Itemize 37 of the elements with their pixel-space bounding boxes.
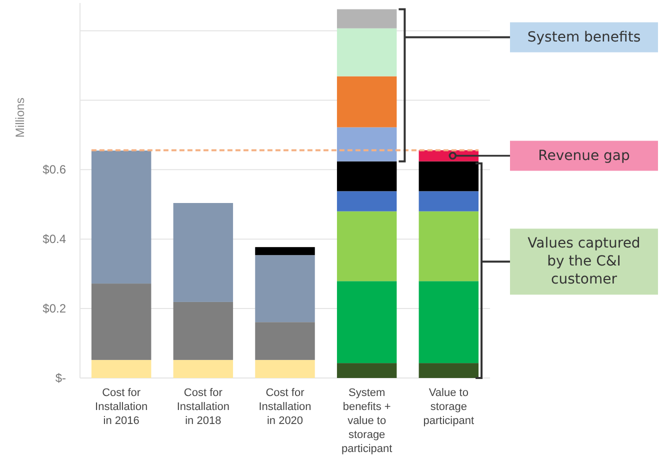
bar [173, 203, 234, 302]
bar [255, 255, 315, 322]
text: Values captured by the C&I customer [528, 236, 640, 288]
bar [336, 76, 397, 128]
bar [336, 191, 397, 212]
x-tick-label: System benefits + value to storage participant [341, 387, 392, 455]
bar [255, 360, 315, 378]
bar [255, 322, 315, 360]
x-tick-label: Cost for Installation in 2018 [176, 387, 230, 427]
y-tick-label: $0.4 [42, 232, 66, 246]
bar [336, 281, 397, 364]
bar [418, 281, 479, 364]
bar [336, 211, 397, 282]
bar [418, 191, 479, 212]
x-tick-label: Cost for Installation in 2016 [95, 387, 148, 427]
x-tick-label: Value to storage participant [423, 387, 474, 427]
bar [418, 161, 479, 192]
bar [336, 9, 397, 28]
bar [418, 363, 479, 378]
y-tick-label: $0.2 [42, 302, 66, 316]
bar [91, 150, 152, 284]
bar [173, 360, 234, 378]
bar [255, 247, 315, 256]
y-tick-label: $- [55, 371, 66, 385]
bar [173, 302, 234, 360]
bar [336, 161, 397, 192]
bar [336, 363, 397, 378]
bar [336, 28, 397, 76]
text: System benefits [527, 29, 641, 46]
bar [336, 127, 397, 162]
text: Revenue gap [538, 148, 630, 164]
bar [91, 360, 152, 378]
x-tick-label: Cost for Installation in 2020 [258, 387, 312, 427]
y-axis-title: Millions [13, 98, 27, 138]
bar [91, 284, 152, 360]
y-tick-label: $0.6 [42, 162, 66, 177]
bar [418, 211, 479, 282]
